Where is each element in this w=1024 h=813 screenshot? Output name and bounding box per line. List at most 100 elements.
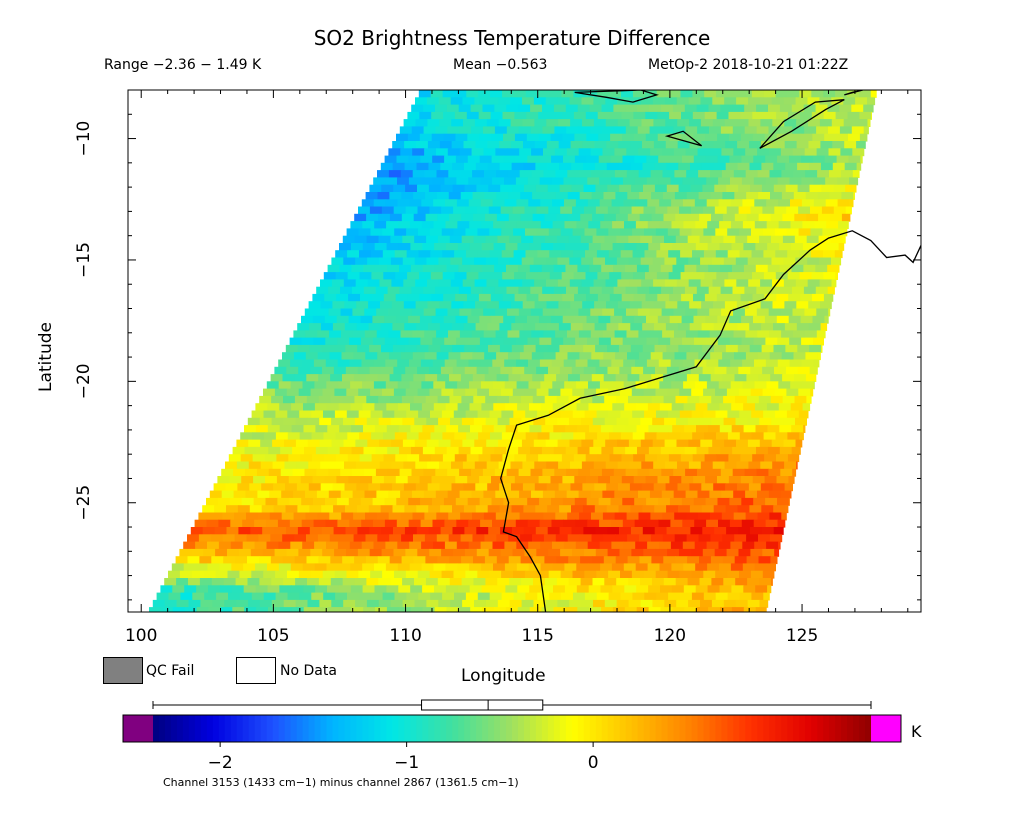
- heatmap-cell: [516, 381, 530, 390]
- heatmap-cell: [484, 170, 497, 178]
- colorbar-segment: [296, 715, 304, 742]
- heatmap-cell: [465, 570, 478, 579]
- heatmap-cell: [663, 556, 676, 565]
- heatmap-cell: [733, 308, 746, 317]
- colorbar-segment: [332, 715, 339, 742]
- colorbar-segment: [464, 715, 471, 742]
- heatmap-cell: [766, 403, 780, 412]
- heatmap-cell: [765, 497, 778, 506]
- heatmap-cell: [493, 425, 507, 433]
- heatmap-cell: [346, 388, 359, 397]
- heatmap-cell: [267, 425, 281, 433]
- heatmap-cell: [454, 90, 467, 98]
- heatmap-cell: [465, 388, 478, 397]
- heatmap-cell: [620, 250, 634, 259]
- heatmap-cell: [778, 541, 781, 550]
- heatmap-cell: [556, 556, 569, 565]
- heatmap-cell: [441, 410, 455, 419]
- heatmap-cell: [452, 527, 465, 535]
- heatmap-cell: [543, 170, 556, 178]
- heatmap-cell: [728, 293, 742, 302]
- heatmap-cell: [615, 192, 628, 200]
- heatmap-cell: [248, 599, 261, 608]
- heatmap-cell: [435, 104, 448, 113]
- heatmap-cell: [683, 243, 697, 251]
- heatmap-cell: [604, 395, 617, 404]
- heatmap-cell: [750, 184, 763, 193]
- heatmap-cell: [532, 534, 545, 543]
- heatmap-cell: [421, 199, 434, 208]
- heatmap-cell: [405, 206, 419, 215]
- heatmap-cell: [534, 461, 547, 470]
- heatmap-cell: [613, 286, 627, 295]
- heatmap-cell: [338, 585, 352, 594]
- heatmap-cell: [618, 162, 632, 171]
- heatmap-cell: [325, 519, 338, 528]
- heatmap-cell: [542, 286, 555, 295]
- heatmap-cell: [718, 541, 731, 550]
- heatmap-cell: [672, 607, 685, 612]
- heatmap-cell: [694, 541, 708, 550]
- heatmap-cell: [239, 592, 253, 601]
- heatmap-cell: [583, 527, 596, 535]
- heatmap-cell: [478, 454, 492, 463]
- heatmap-cell: [405, 548, 418, 557]
- heatmap-cell: [703, 410, 717, 419]
- heatmap-cell: [591, 534, 604, 543]
- heatmap-cell: [557, 599, 570, 608]
- heatmap-cell: [721, 512, 735, 521]
- heatmap-cell: [622, 519, 636, 528]
- heatmap-cell: [502, 476, 516, 484]
- heatmap-cell: [611, 381, 625, 390]
- heatmap-cell: [611, 199, 625, 208]
- heatmap-cell: [756, 126, 770, 135]
- heatmap-cell: [569, 257, 582, 266]
- heatmap-cell: [810, 228, 823, 237]
- heatmap-cell: [517, 607, 531, 612]
- heatmap-cell: [726, 366, 739, 375]
- heatmap-cell: [526, 272, 539, 280]
- heatmap-cell: [293, 490, 306, 499]
- heatmap-cell: [533, 578, 546, 586]
- heatmap-cell: [457, 585, 471, 594]
- heatmap-cell: [603, 192, 616, 200]
- heatmap-cell: [300, 454, 313, 463]
- heatmap-cell: [414, 599, 427, 608]
- heatmap-cell: [576, 381, 589, 390]
- heatmap-cell: [538, 111, 551, 120]
- heatmap-cell: [698, 170, 711, 178]
- heatmap-cell: [357, 527, 370, 535]
- colorbar-segment: [446, 715, 453, 742]
- heatmap-cell: [698, 534, 711, 543]
- heatmap-cell: [578, 468, 591, 477]
- heatmap-cell: [817, 170, 830, 178]
- heatmap-cell: [716, 432, 729, 441]
- heatmap-cell: [459, 490, 473, 499]
- heatmap-cell: [607, 184, 620, 193]
- heatmap-cell: [823, 90, 836, 98]
- heatmap-cell: [497, 235, 510, 244]
- heatmap-cell: [544, 578, 558, 586]
- heatmap-cell: [654, 505, 667, 514]
- heatmap-cell: [461, 213, 474, 222]
- heatmap-cell: [291, 403, 304, 412]
- heatmap-cell: [719, 403, 732, 412]
- heatmap-cell: [443, 497, 457, 506]
- heatmap-cell: [396, 315, 409, 324]
- heatmap-cell: [625, 126, 639, 135]
- heatmap-cell: [737, 505, 750, 514]
- heatmap-cell: [494, 468, 508, 477]
- heatmap-cell: [380, 301, 393, 310]
- heatmap-cell: [743, 425, 757, 433]
- heatmap-cell: [477, 592, 491, 601]
- heatmap-cell: [729, 337, 743, 346]
- heatmap-cell: [649, 468, 662, 477]
- heatmap-cell: [774, 228, 788, 237]
- heatmap-cell: [438, 279, 452, 288]
- heatmap-cell: [259, 599, 273, 608]
- heatmap-cell: [530, 104, 543, 113]
- heatmap-cell: [760, 483, 774, 492]
- heatmap-cell: [717, 155, 731, 164]
- heatmap-cell: [769, 170, 782, 178]
- heatmap-cell: [359, 432, 372, 441]
